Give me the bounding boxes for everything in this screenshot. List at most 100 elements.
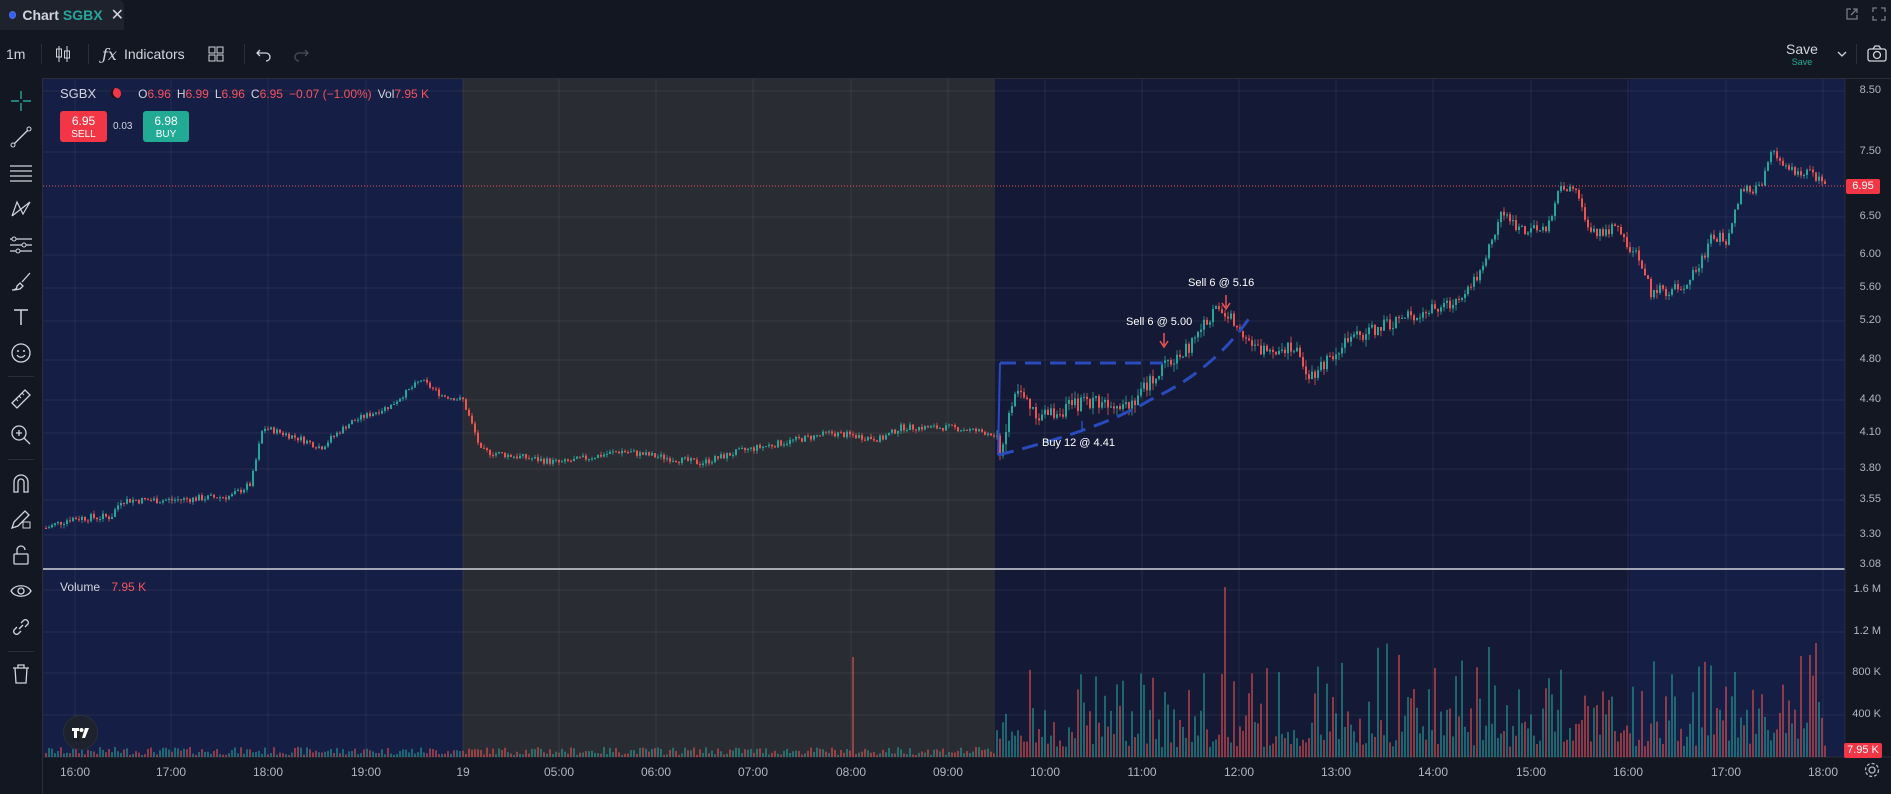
volume-bar [480,749,482,757]
volume-bar [582,752,584,757]
volume-bar [891,753,893,757]
candle-body [246,483,248,490]
brush-icon[interactable] [9,269,33,293]
volume-bar [1491,723,1493,757]
volume-bar [1389,742,1391,757]
volume-bar [1137,733,1139,757]
candle-body [393,404,395,406]
time-axis-label: 07:00 [737,765,769,779]
chevron-down-icon[interactable] [1836,30,1848,78]
interval-button[interactable]: 1m [6,46,26,62]
emoji-icon[interactable] [9,341,33,365]
candle-body [204,499,206,501]
volume-bar [150,747,152,757]
candle-body [1305,366,1307,375]
candle-body [954,424,956,428]
candle-body [1410,311,1412,316]
link-icon[interactable] [9,615,33,639]
volume-bar [405,749,407,757]
volume-bar [1200,710,1202,757]
layouts-icon[interactable] [208,30,224,78]
fullscreen-icon[interactable] [1872,7,1886,26]
volume-bar [1518,689,1520,757]
volume-bar [972,751,974,757]
volume-bar [1284,738,1286,757]
candle-body [45,528,47,529]
candle-body [261,431,263,444]
divider [41,44,42,64]
open-external-icon[interactable] [1845,7,1859,26]
volume-bar [936,749,938,757]
trend-line-icon[interactable] [9,125,33,149]
volume-bar [885,752,887,757]
candle-body [1122,404,1124,410]
magnet-icon[interactable] [9,471,33,495]
candle-body [270,427,272,430]
candle-body [1737,203,1739,210]
volume-bar [1071,731,1073,757]
volume-bar [1665,696,1667,757]
pattern-icon[interactable] [9,197,33,221]
volume-bar [465,754,467,757]
save-button[interactable]: Save Save [1786,30,1818,78]
redo-icon[interactable] [293,30,309,78]
candle-type-icon[interactable] [54,30,72,78]
candle-body [1809,169,1811,171]
candle-body [573,458,575,462]
candle-body [114,509,116,517]
volume-bar [510,753,512,757]
candle-body [1701,255,1703,269]
sell-annotation-2[interactable]: Sell 6 @ 5.16 [1188,277,1255,289]
candle-body [627,452,629,454]
candle-body [258,443,260,460]
volume-bar [738,748,740,757]
volume-bar [1302,739,1304,757]
close-tab-icon[interactable]: ✕ [110,7,124,24]
text-icon[interactable] [9,305,33,329]
candle-body [1641,260,1643,269]
candle-body [1506,214,1508,216]
candle-body [1437,308,1439,312]
lock-icon[interactable] [9,543,33,567]
buy-button[interactable]: 6.98 BUY [143,111,189,142]
ruler-icon[interactable] [9,387,33,411]
candle-body [894,429,896,434]
buy-annotation[interactable]: Buy 12 @ 4.41 [1042,437,1115,449]
time-axis-label: 05:00 [543,765,575,779]
lock-drawing-pen-icon[interactable] [9,507,33,531]
candle-body [1749,185,1751,192]
candle-body [186,498,188,500]
crosshair-icon[interactable] [9,89,33,113]
volume-label[interactable]: Volume [60,580,101,594]
trash-icon[interactable] [9,662,33,686]
zoom-icon[interactable] [9,423,33,447]
candle-body [1428,312,1430,314]
candle-body [369,413,371,417]
volume-bar [1068,727,1070,757]
sell-button[interactable]: 6.95 SELL [60,111,107,142]
legend-symbol[interactable]: SGBX [60,86,97,101]
volume-bar [978,747,980,757]
sell-annotation-1[interactable]: Sell 6 @ 5.00 [1126,316,1193,328]
candle-body [1713,234,1715,239]
volume-bar [1269,745,1271,757]
candle-body [1266,345,1268,352]
camera-icon[interactable] [1867,30,1887,78]
candle-body [1125,402,1127,405]
volume-bar [1170,742,1172,757]
undo-icon[interactable] [256,30,272,78]
tradingview-logo[interactable] [63,715,98,750]
prediction-icon[interactable] [9,233,33,257]
candle-body [1623,234,1625,238]
volume-bar [1299,746,1301,757]
volume-bar [321,752,323,757]
volume-bar [1470,708,1472,757]
eye-icon[interactable] [9,579,33,603]
chart-tab[interactable]: Chart SGBX ✕ [0,0,124,30]
horizontal-lines-icon[interactable] [9,161,33,185]
volume-bar [432,748,434,757]
indicators-button[interactable]: ƒx Indicators [102,30,185,78]
volume-bar [249,749,251,757]
chart-settings-icon[interactable] [1864,762,1880,783]
